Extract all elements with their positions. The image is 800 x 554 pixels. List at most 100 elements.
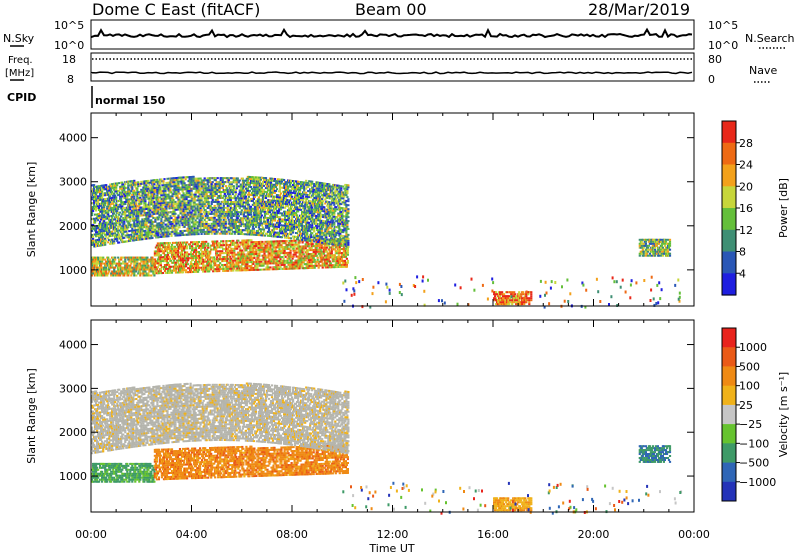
data-cell	[99, 268, 102, 271]
data-cell	[304, 259, 307, 262]
data-cell	[223, 244, 226, 247]
data-cell	[140, 230, 143, 233]
data-cell	[225, 187, 228, 190]
data-cell	[221, 185, 224, 188]
data-cell	[175, 230, 178, 233]
data-cell	[278, 268, 281, 270]
data-cell	[191, 245, 194, 248]
data-cell	[126, 196, 129, 199]
data-cell	[216, 252, 219, 255]
data-cell	[239, 213, 242, 216]
data-cell	[199, 195, 202, 198]
data-cell	[97, 219, 100, 222]
data-cell	[179, 230, 182, 233]
data-cell	[297, 261, 300, 264]
data-cell	[206, 177, 209, 180]
data-cell	[255, 264, 258, 267]
data-cell	[100, 266, 103, 269]
data-cell	[109, 183, 112, 186]
data-cell	[295, 243, 298, 246]
data-cell	[281, 256, 284, 258]
data-cell	[229, 224, 232, 227]
data-cell	[214, 187, 217, 189]
data-cell	[104, 192, 107, 195]
data-cell	[122, 256, 125, 259]
data-cell	[226, 177, 229, 180]
data-cell	[258, 242, 261, 245]
data-cell	[93, 194, 96, 196]
data-cell	[133, 264, 136, 267]
data-cell	[95, 197, 98, 200]
data-cell	[172, 255, 176, 258]
data-cell	[210, 210, 213, 213]
data-cell	[94, 195, 97, 198]
data-cell	[173, 181, 176, 184]
data-cell	[200, 201, 203, 204]
data-cell	[276, 268, 279, 271]
data-cell	[345, 265, 348, 268]
data-cell	[153, 266, 156, 269]
data-cell	[197, 191, 200, 194]
data-cell	[219, 204, 222, 207]
data-cell	[183, 196, 186, 199]
data-cell	[109, 193, 112, 196]
data-cell	[115, 186, 118, 189]
data-cell	[157, 206, 160, 209]
data-cell	[175, 232, 178, 235]
data-cell	[239, 187, 242, 190]
data-cell	[97, 235, 100, 237]
data-cell	[108, 219, 111, 222]
beam-label: Beam 00	[355, 0, 427, 19]
data-cell	[97, 201, 100, 204]
data-cell	[118, 182, 121, 185]
data-cell	[229, 205, 232, 207]
data-cell	[266, 244, 269, 247]
data-cell	[187, 221, 190, 224]
data-cell	[189, 247, 192, 250]
data-cell	[300, 259, 303, 262]
data-cell	[94, 256, 97, 259]
data-cell	[202, 228, 205, 231]
data-cell	[173, 177, 176, 180]
data-cell	[233, 251, 236, 254]
data-cell	[261, 250, 264, 253]
data-cell	[258, 250, 261, 253]
data-cell	[234, 193, 237, 196]
data-cell	[130, 202, 133, 205]
data-cell	[130, 204, 133, 207]
data-cell	[186, 247, 189, 250]
data-cell	[278, 242, 281, 245]
data-cell	[240, 185, 243, 188]
data-cell	[207, 216, 210, 219]
data-cell	[291, 245, 294, 248]
data-cell	[202, 254, 205, 257]
data-cell	[181, 232, 184, 234]
data-cell	[133, 189, 136, 192]
data-cell	[229, 226, 232, 229]
data-cell	[197, 195, 200, 198]
data-cell	[108, 209, 111, 212]
data-cell	[229, 249, 232, 252]
data-cell	[215, 260, 218, 263]
data-cell	[131, 217, 134, 220]
data-cell	[94, 225, 97, 228]
data-cell	[275, 262, 278, 265]
data-cell	[335, 266, 338, 269]
data-cell	[100, 230, 103, 233]
data-cell	[122, 233, 125, 235]
data-cell	[101, 240, 104, 243]
data-cell	[92, 239, 95, 242]
data-cell	[99, 220, 102, 223]
data-cell	[277, 246, 280, 249]
data-cell	[298, 267, 301, 270]
data-cell	[140, 234, 143, 237]
data-cell	[125, 272, 128, 275]
data-cell	[166, 177, 169, 180]
data-cell	[127, 198, 130, 201]
data-cell	[181, 220, 184, 223]
noise-left-tick-bottom: 10^0	[54, 39, 84, 52]
data-cell	[163, 207, 166, 210]
data-cell	[203, 213, 206, 215]
data-cell	[185, 269, 188, 272]
data-cell	[156, 188, 159, 191]
